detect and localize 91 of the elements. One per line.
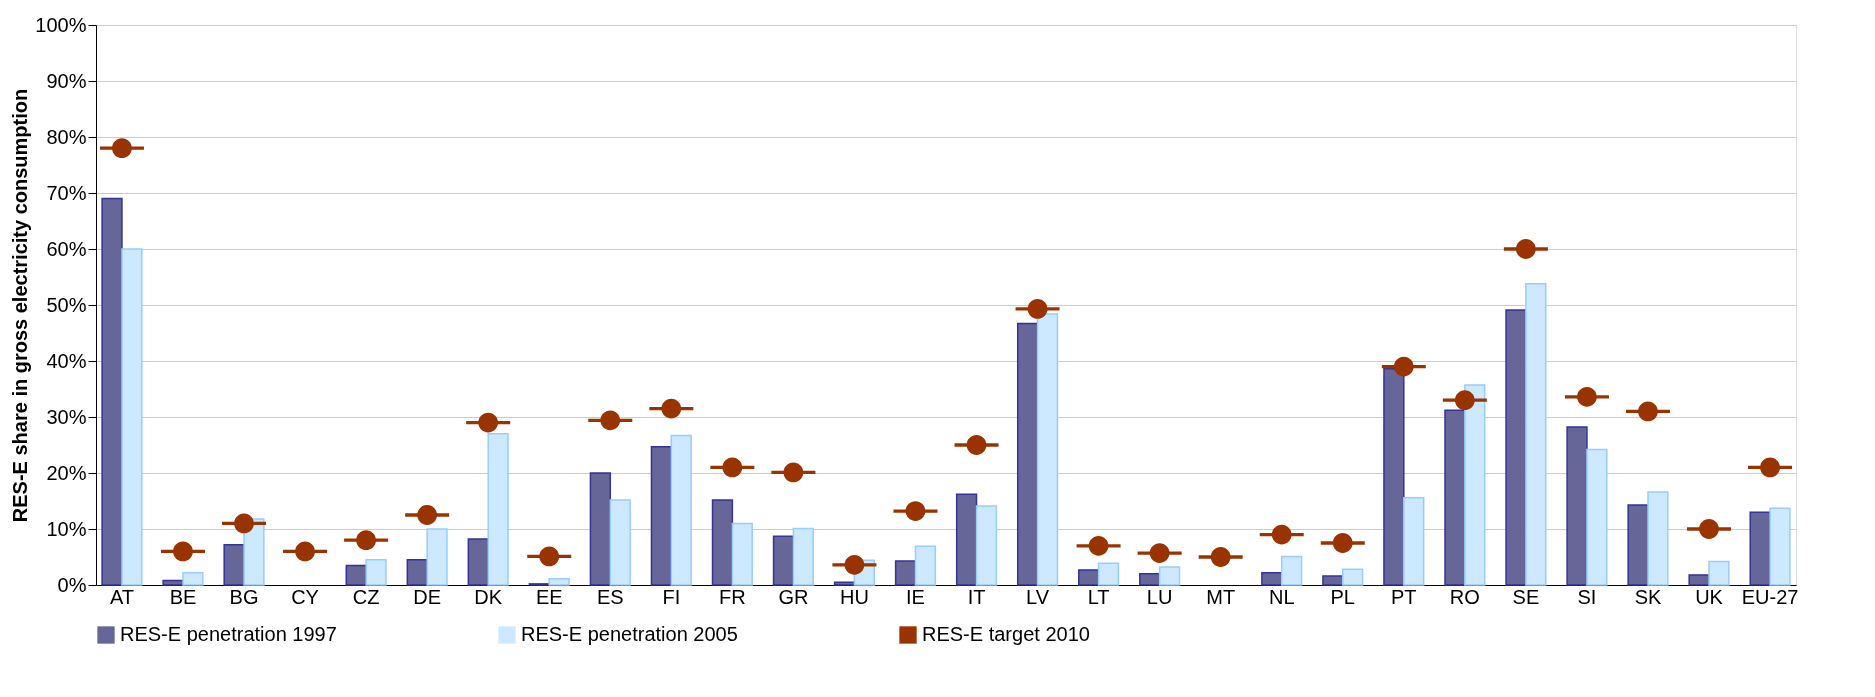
- bar: [223, 543, 245, 586]
- y-tick-label: 30%: [46, 405, 87, 428]
- bar: [548, 578, 570, 586]
- x-tick-label: BG: [229, 585, 259, 608]
- bar: [833, 581, 856, 586]
- bar: [1036, 313, 1059, 586]
- x-tick-label: SE: [1512, 585, 1540, 608]
- x-tick-label: DE: [413, 585, 442, 608]
- bar: [365, 559, 387, 586]
- bar: [1769, 507, 1791, 586]
- x-tick-label: FI: [662, 585, 681, 608]
- bar: [1342, 568, 1364, 586]
- bar: [670, 434, 692, 586]
- x-tick-label: LT: [1087, 585, 1110, 608]
- y-tick-label: 10%: [46, 517, 87, 540]
- bar: [589, 472, 612, 586]
- bar: [162, 579, 184, 586]
- bar: [1505, 309, 1527, 586]
- legend-label: RES-E penetration 1997: [120, 623, 337, 645]
- x-tick-label: ES: [596, 585, 624, 608]
- bar: [1627, 504, 1649, 586]
- y-tick-label: 20%: [46, 461, 87, 484]
- x-tick-label: PL: [1330, 585, 1355, 608]
- bar: [1158, 566, 1181, 586]
- bar: [1261, 571, 1283, 586]
- bar: [1280, 555, 1303, 586]
- bar: [467, 538, 489, 586]
- bar: [650, 445, 673, 586]
- bar: [731, 522, 753, 586]
- y-tick-label: 60%: [46, 237, 87, 260]
- x-tick-label: BE: [169, 585, 197, 608]
- x-tick-label: DK: [474, 585, 503, 608]
- x-tick-label: GR: [778, 585, 809, 608]
- x-tick-label: LU: [1146, 585, 1173, 608]
- bar: [1647, 491, 1669, 586]
- bar: [1708, 560, 1730, 586]
- bar: [772, 535, 795, 586]
- bar: [1078, 569, 1100, 586]
- bar: [121, 248, 143, 586]
- bar: [1139, 573, 1161, 586]
- x-tick-label: EU-27: [1741, 585, 1799, 608]
- y-tick-label: 90%: [46, 69, 87, 92]
- x-tick-label: CY: [291, 585, 319, 608]
- bar: [711, 499, 734, 586]
- y-tick-label: 70%: [46, 181, 87, 204]
- bar: [1586, 448, 1608, 586]
- bar: [914, 545, 937, 586]
- bar: [894, 560, 917, 586]
- x-tick-label: AT: [109, 585, 134, 608]
- x-tick-label: PT: [1391, 585, 1417, 608]
- x-tick-label: SK: [1634, 585, 1662, 608]
- bar: [1016, 322, 1039, 586]
- y-tick-label: 50%: [46, 293, 87, 316]
- x-tick-label: IT: [967, 585, 986, 608]
- x-tick-label: LV: [1026, 585, 1050, 608]
- x-tick-label: RO: [1449, 585, 1480, 608]
- bar: [426, 528, 448, 586]
- legend-label: RES-E target 2010: [922, 623, 1090, 645]
- bar: [1464, 384, 1486, 586]
- y-tick-label: 100%: [35, 13, 87, 36]
- y-tick-label: 40%: [46, 349, 87, 372]
- bar: [1566, 426, 1588, 586]
- x-tick-label: MT: [1206, 585, 1236, 608]
- bar: [1688, 574, 1710, 586]
- bar: [182, 571, 204, 586]
- legend-label: RES-E penetration 2005: [521, 623, 738, 645]
- bar: [1383, 368, 1405, 586]
- bar: [955, 493, 978, 586]
- x-tick-label: EE: [535, 585, 563, 608]
- x-tick-label: NL: [1268, 585, 1295, 608]
- bar: [101, 197, 123, 586]
- y-axis-title: RES-E share in gross electricity consumption: [9, 88, 32, 523]
- bar: [1525, 282, 1547, 586]
- x-tick-label: UK: [1695, 585, 1724, 608]
- bar: [1322, 575, 1344, 586]
- x-tick-label: SI: [1577, 585, 1597, 608]
- x-tick-label: HU: [839, 585, 869, 608]
- bar: [1403, 496, 1425, 586]
- x-tick-label: IE: [906, 585, 925, 608]
- bar: [1444, 409, 1466, 586]
- bar: [1097, 562, 1120, 586]
- x-tick-label: FR: [719, 585, 746, 608]
- bar: [609, 499, 631, 586]
- bar: [487, 433, 509, 586]
- bar: [975, 505, 998, 586]
- y-tick-label: 0%: [57, 573, 87, 596]
- x-tick-label: CZ: [352, 585, 380, 608]
- y-tick-label: 80%: [46, 125, 87, 148]
- bar: [792, 527, 814, 586]
- bar: [1749, 511, 1771, 586]
- bar: [406, 559, 428, 586]
